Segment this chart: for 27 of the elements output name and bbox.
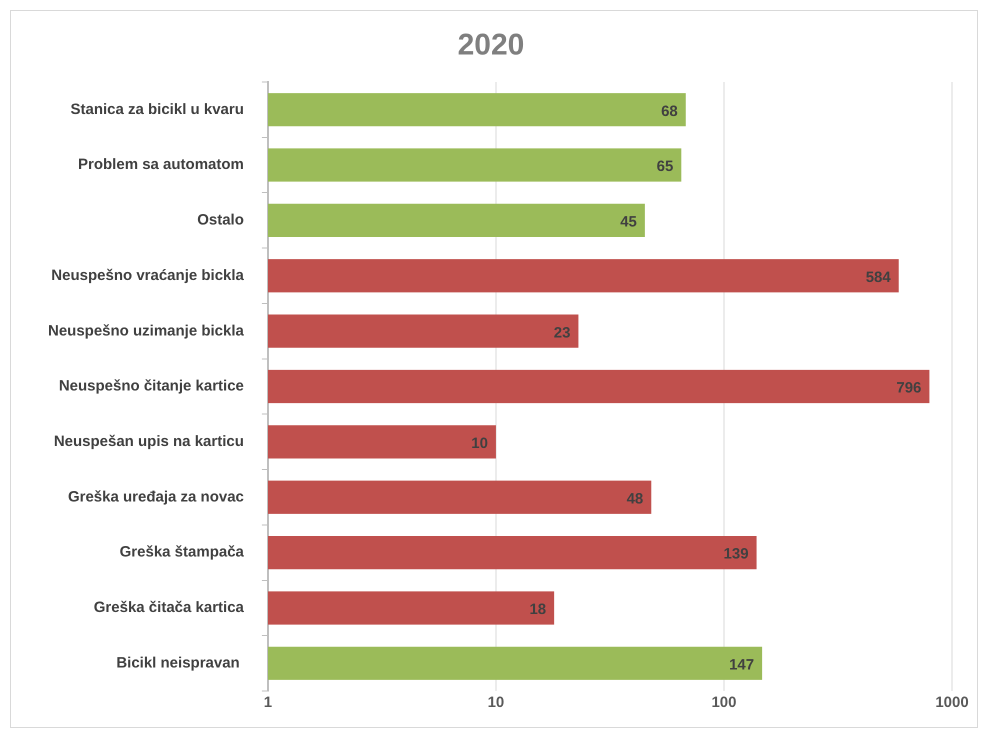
x-tick-label: 1000 xyxy=(935,694,969,712)
y-tick-label: Greška uređaja za novac xyxy=(68,488,244,506)
y-tick-label: Greška čitača kartica xyxy=(94,599,245,616)
data-label: 18 xyxy=(529,601,546,618)
y-tick-label: Ostalo xyxy=(197,212,244,229)
data-label: 10 xyxy=(471,435,488,452)
data-label: 23 xyxy=(554,324,570,342)
data-label: 796 xyxy=(896,380,922,397)
x-tick-label: 100 xyxy=(711,694,736,712)
y-tick-label: Greška štampača xyxy=(120,544,245,561)
data-label: 139 xyxy=(724,546,749,563)
data-label: 147 xyxy=(729,656,754,674)
y-tick-label: Neuspešan upis na karticu xyxy=(54,433,244,450)
data-label: 68 xyxy=(661,102,678,120)
x-tick-label: 10 xyxy=(488,694,504,712)
chart-title: 2020 xyxy=(458,28,524,62)
y-tick-label: Neuspešno uzimanje bickla xyxy=(48,322,245,340)
y-tick-label: Bicikl neispravan xyxy=(116,654,244,672)
y-tick-label: Neuspešno vraćanje bickla xyxy=(51,266,245,284)
data-label: 584 xyxy=(866,268,892,286)
x-tick-label: 1 xyxy=(264,694,272,712)
data-label: 65 xyxy=(656,158,674,176)
data-label: 45 xyxy=(620,214,637,231)
y-tick-label: Neuspešno čitanje kartice xyxy=(58,378,244,395)
y-tick-label: Problem sa automatom xyxy=(78,156,244,174)
y-tick-label: Stanica za bicikl u kvaru xyxy=(70,100,244,118)
data-label: 48 xyxy=(626,490,644,508)
